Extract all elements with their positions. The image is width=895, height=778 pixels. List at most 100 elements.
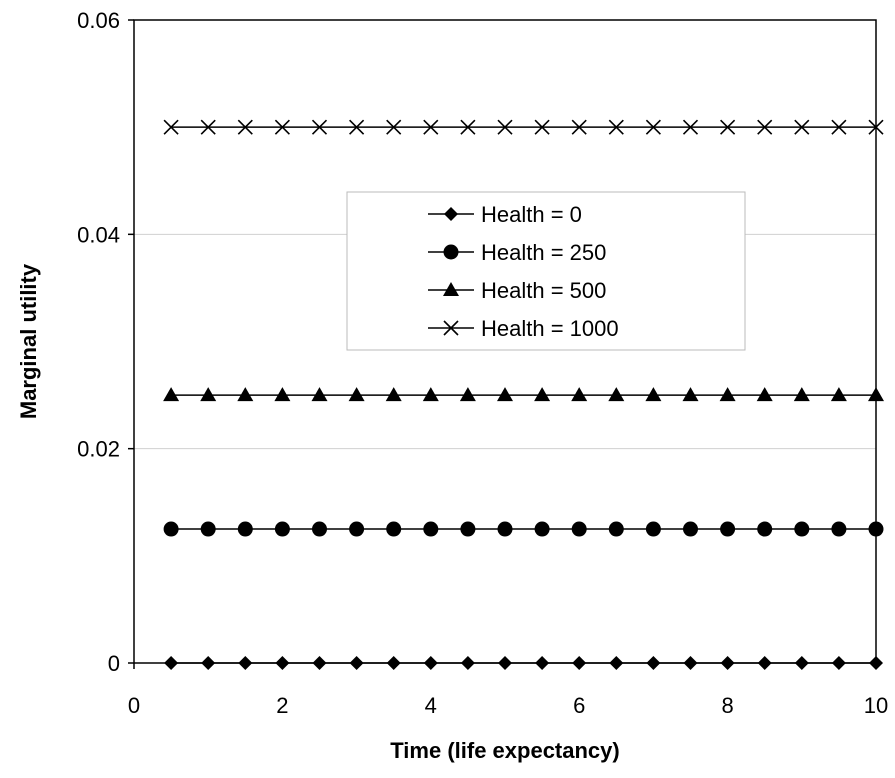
legend-label: Health = 500 <box>481 278 606 303</box>
x-tick-label: 6 <box>573 693 585 718</box>
data-point-triangle <box>719 387 736 402</box>
data-point-x <box>720 119 736 135</box>
data-point-circle <box>831 521 847 537</box>
data-point-circle <box>349 521 365 537</box>
data-point-circle <box>645 521 661 537</box>
data-point-triangle <box>608 387 625 402</box>
data-point-circle <box>497 521 513 537</box>
data-point-diamond <box>609 656 624 670</box>
data-point-diamond <box>238 656 253 670</box>
data-point-triangle <box>571 387 588 402</box>
data-point-diamond <box>831 656 846 670</box>
data-point-x <box>608 119 624 135</box>
y-axis-title: Marginal utility <box>16 263 41 419</box>
y-tick-label: 0.06 <box>77 8 120 33</box>
data-point-x <box>571 119 587 135</box>
legend-box <box>346 191 746 351</box>
x-tick-label: 10 <box>864 693 888 718</box>
data-point-diamond <box>164 656 179 670</box>
data-point-diamond <box>460 656 475 670</box>
data-point-x <box>386 119 402 135</box>
data-point-triangle <box>497 387 513 402</box>
data-point-diamond <box>312 656 327 670</box>
legend-marker-x <box>443 320 459 336</box>
y-tick-label: 0.02 <box>77 437 120 462</box>
data-point-circle <box>386 521 402 537</box>
legend-marker-triangle <box>443 282 459 296</box>
data-point-triangle <box>385 387 402 402</box>
data-point-x <box>534 119 550 135</box>
data-point-diamond <box>201 656 216 670</box>
data-point-circle <box>794 521 810 537</box>
data-point-triangle <box>311 387 328 402</box>
data-point-circle <box>608 521 624 537</box>
series-circle <box>163 521 884 537</box>
data-point-x <box>460 119 476 135</box>
data-point-triangle <box>868 387 884 402</box>
data-point-x <box>200 119 216 135</box>
data-point-x <box>311 119 328 135</box>
data-point-x <box>237 119 253 135</box>
data-point-triangle <box>348 387 365 402</box>
data-point-circle <box>683 521 698 537</box>
data-point-triangle <box>274 387 291 402</box>
data-point-triangle <box>534 387 551 402</box>
series-diamond <box>164 656 883 670</box>
legend-label: Health = 0 <box>481 202 582 227</box>
y-tick-label: 0 <box>108 651 120 676</box>
x-axis-ticks: 0 2 4 6 8 10 <box>128 663 888 718</box>
data-point-triangle <box>682 387 699 402</box>
series-triangle <box>163 387 884 402</box>
data-point-x <box>163 119 179 135</box>
data-point-diamond <box>535 656 550 670</box>
legend-marker-diamond <box>444 207 458 221</box>
legend-item: Health = 1000 <box>428 316 619 341</box>
data-point-x <box>682 119 699 135</box>
data-point-x <box>349 119 365 135</box>
x-tick-label: 4 <box>425 693 437 718</box>
series-x <box>163 119 884 135</box>
data-point-circle <box>237 521 253 537</box>
data-point-circle <box>163 521 179 537</box>
data-point-x <box>831 119 847 135</box>
data-point-circle <box>274 521 290 537</box>
legend-item: Health = 250 <box>428 240 606 265</box>
x-axis-title: Time (life expectancy) <box>390 738 619 763</box>
data-point-circle <box>868 521 884 537</box>
legend-label: Health = 250 <box>481 240 606 265</box>
data-point-circle <box>571 521 587 537</box>
x-tick-label: 2 <box>276 693 288 718</box>
data-point-diamond <box>386 656 401 670</box>
data-point-circle <box>312 521 327 537</box>
data-point-x <box>794 119 810 135</box>
y-axis-ticks: 0 0.02 0.04 0.06 <box>77 8 134 676</box>
y-tick-label: 0.04 <box>77 222 120 247</box>
data-point-triangle <box>200 387 217 402</box>
data-point-circle <box>720 521 736 537</box>
legend-marker-circle <box>443 244 459 260</box>
data-point-triangle <box>422 387 439 402</box>
data-point-circle <box>460 521 476 537</box>
legend: Health = 0 Health = 250 Health = 500 Health… <box>346 191 746 351</box>
data-point-x <box>497 119 513 135</box>
legend-item: Health = 0 <box>428 202 582 227</box>
data-point-triangle <box>459 387 476 402</box>
data-point-diamond <box>794 656 809 670</box>
data-point-triangle <box>163 387 180 402</box>
data-point-triangle <box>793 387 810 402</box>
data-point-triangle <box>830 387 847 402</box>
data-point-x <box>274 119 290 135</box>
x-tick-label: 8 <box>721 693 733 718</box>
data-point-circle <box>757 521 773 537</box>
data-point-circle <box>200 521 216 537</box>
data-point-triangle <box>645 387 662 402</box>
data-point-diamond <box>757 656 772 670</box>
x-tick-label: 0 <box>128 693 140 718</box>
data-point-triangle <box>237 387 254 402</box>
legend-item: Health = 500 <box>428 278 606 303</box>
data-point-diamond <box>646 656 661 670</box>
data-point-circle <box>534 521 550 537</box>
data-point-triangle <box>756 387 773 402</box>
data-point-x <box>645 119 661 135</box>
data-point-diamond <box>349 656 364 670</box>
